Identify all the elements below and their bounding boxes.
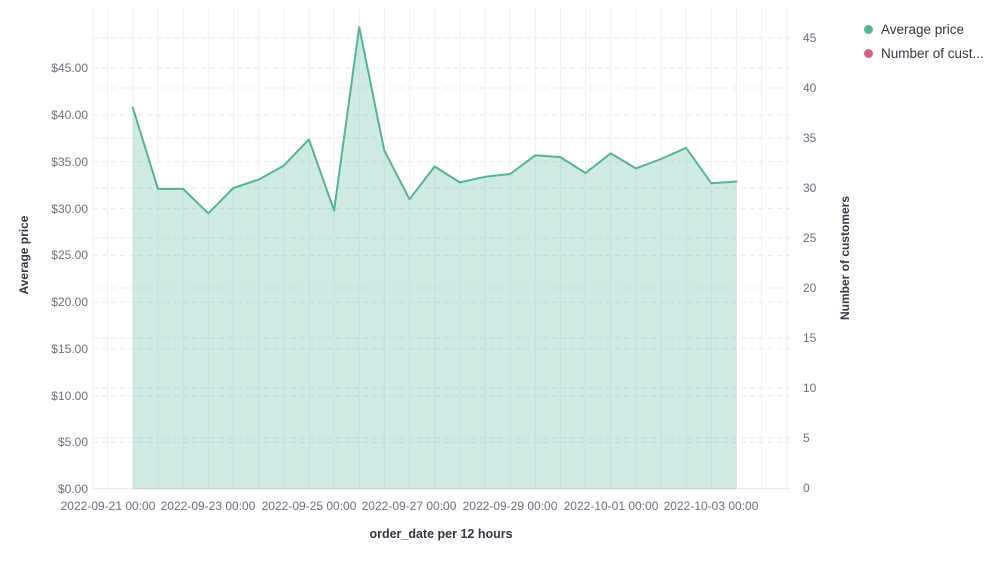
left-axis-tick-label: $20.00 [51, 295, 88, 309]
left-axis-tick-label: $40.00 [51, 108, 88, 122]
undefined: 40 [803, 81, 817, 95]
legend-item-label: Average price [881, 22, 965, 37]
legend-item-label: Number of cust... [881, 46, 984, 61]
x-axis-tick-label: 2022-10-01 00:00 [563, 499, 659, 513]
x-axis-title: order_date per 12 hours [369, 527, 513, 541]
number-of-customers-color-dot [864, 49, 873, 58]
x-axis-tick-label: 2022-09-25 00:00 [261, 499, 357, 513]
x-axis-tick-label: 2022-09-23 00:00 [160, 499, 256, 513]
left-axis-title: Average price [17, 215, 31, 295]
left-axis-tick-label: $35.00 [51, 155, 88, 169]
undefined: 25 [803, 231, 817, 245]
right-axis-title: Number of customers [838, 195, 852, 321]
left-axis-tick-label: $0.00 [57, 482, 88, 496]
x-axis-tick-label: 2022-09-21 00:00 [60, 499, 156, 513]
undefined: 10 [803, 381, 817, 395]
x-axis-tick-label: 2022-09-29 00:00 [462, 499, 558, 513]
left-axis-tick-label: $25.00 [51, 248, 88, 262]
left-axis-tick-label: $15.00 [51, 342, 88, 356]
undefined: 30 [803, 181, 817, 195]
legend-item-number-of-customers[interactable]: Number of cust... [864, 45, 984, 62]
undefined: 20 [803, 281, 817, 295]
undefined: 45 [803, 31, 817, 45]
left-axis-tick-label: $5.00 [57, 435, 88, 449]
left-axis-tick-label: $30.00 [51, 202, 88, 216]
average-price-color-dot [864, 25, 873, 34]
undefined: 15 [803, 331, 817, 345]
left-axis-tick-label: $10.00 [51, 389, 88, 403]
undefined: 5 [803, 431, 810, 445]
x-axis-tick-label: 2022-10-03 00:00 [663, 499, 759, 513]
left-axis-tick-label: $45.00 [51, 61, 88, 75]
average-price-line [131, 26, 738, 215]
legend-item-average-price[interactable]: Average price [864, 21, 984, 38]
undefined: 35 [803, 131, 817, 145]
legend: Average price Number of cust... [864, 21, 984, 62]
undefined: 0 [803, 481, 810, 495]
average-price-area-fill [132, 27, 737, 490]
x-axis-tick-label: 2022-09-27 00:00 [361, 499, 457, 513]
